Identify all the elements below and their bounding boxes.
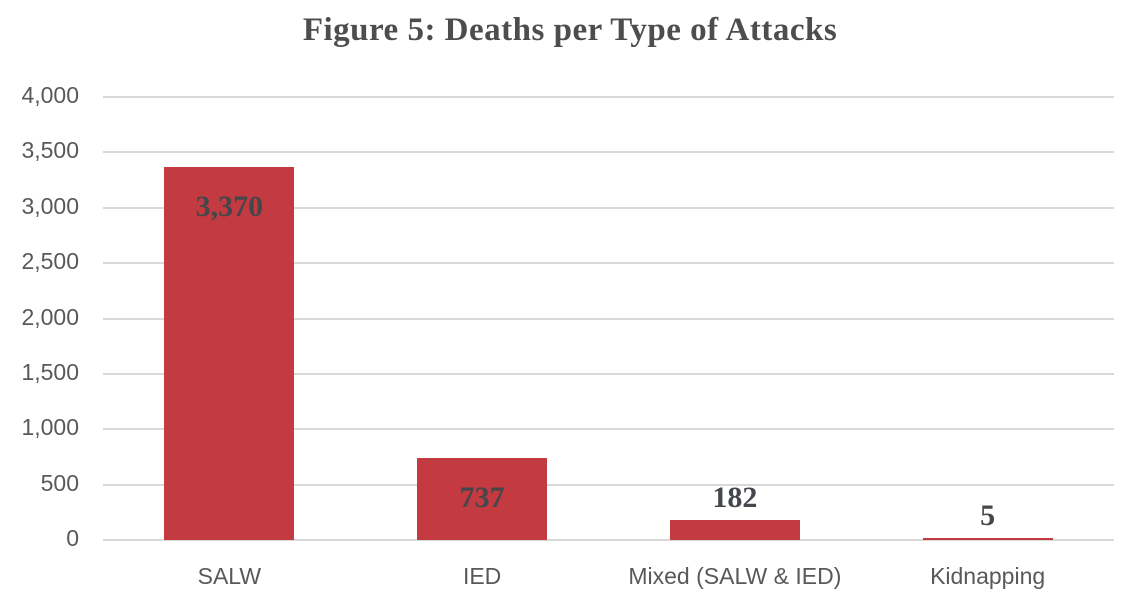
gridline xyxy=(103,483,1114,486)
bar-value-label: 182 xyxy=(712,480,758,514)
bar xyxy=(922,537,1053,540)
y-tick-label: 3,500 xyxy=(21,137,79,164)
bar-value-label: 5 xyxy=(980,498,996,532)
y-tick-label: 3,000 xyxy=(21,192,79,219)
y-tick-label: 1,000 xyxy=(21,414,79,441)
gridline xyxy=(103,317,1114,320)
bar xyxy=(417,458,548,540)
x-category-label: SALW xyxy=(197,563,262,589)
x-category-label: Kidnapping xyxy=(930,563,1046,589)
chart-title: Figure 5: Deaths per Type of Attacks xyxy=(302,12,838,48)
x-category-label: Mixed (SALW & IED) xyxy=(628,563,842,589)
bar xyxy=(164,166,295,540)
gridline xyxy=(103,539,1114,541)
gridline xyxy=(103,262,1114,265)
bar-value-label: 3,370 xyxy=(195,189,264,223)
y-tick-label: 1,500 xyxy=(21,358,79,385)
gridline xyxy=(103,206,1114,209)
gridline xyxy=(103,96,1114,98)
x-category-label: IED xyxy=(462,563,502,589)
y-tick-label: 4,000 xyxy=(21,82,79,108)
y-tick-label: 500 xyxy=(40,469,79,496)
y-tick-label: 2,500 xyxy=(21,248,79,275)
gridline xyxy=(103,151,1114,154)
gridline xyxy=(103,372,1114,375)
y-tick-label: 2,000 xyxy=(21,303,79,330)
bar xyxy=(669,519,800,540)
gridline xyxy=(103,428,1114,431)
y-tick-label: 0 xyxy=(66,525,79,551)
bar-value-label: 737 xyxy=(459,481,505,515)
